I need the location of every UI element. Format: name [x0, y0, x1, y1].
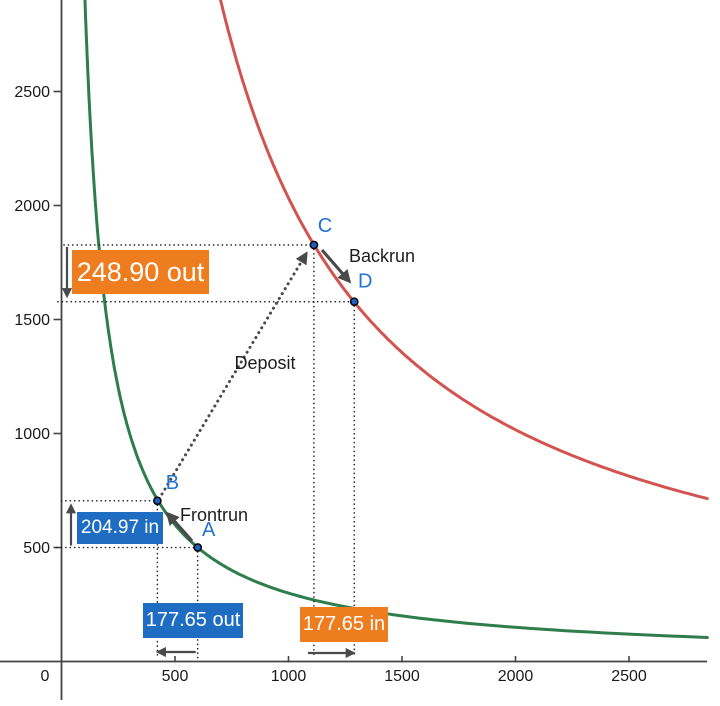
- x-tick-label: 1000: [271, 668, 307, 685]
- y-tick-label: 500: [23, 540, 50, 557]
- y-tick-label: 2000: [14, 198, 50, 215]
- x-tick-label: 1500: [384, 668, 420, 685]
- y-tick-label: 1000: [14, 426, 50, 443]
- point-A: [193, 543, 203, 552]
- backrun-arrow: [320, 248, 352, 284]
- point-label-A: A: [202, 519, 216, 541]
- x-tick-label: 500: [162, 668, 189, 685]
- deposit-label: Deposit: [234, 353, 296, 373]
- point-label-B: B: [166, 472, 179, 494]
- value-box-backrun-out: 248.90 out: [72, 250, 209, 294]
- x-tick-label: 0: [41, 668, 50, 685]
- point-label-C: C: [318, 215, 332, 237]
- x-tick-label: 2000: [498, 668, 534, 685]
- curve-before-deposit: [83, 0, 709, 639]
- deposit-arrow: [160, 251, 308, 496]
- curve-after-deposit: [219, 0, 709, 501]
- value-box-frontrun-in: 204.97 in: [77, 512, 163, 544]
- backrun-label: Backrun: [348, 246, 416, 266]
- x-tick-label: 2500: [611, 668, 647, 685]
- frontrun-arrow: [165, 511, 194, 543]
- point-label-D: D: [358, 271, 372, 293]
- point-C: [309, 240, 319, 250]
- frontrun-label: Frontrun: [179, 505, 249, 525]
- point-B: [153, 496, 162, 506]
- point-D: [349, 297, 359, 307]
- y-tick-label: 2500: [14, 84, 50, 101]
- value-box-backrun-in: 177.65 in: [300, 607, 388, 642]
- y-tick-label: 1500: [14, 312, 50, 329]
- value-box-frontrun-out: 177.65 out: [143, 603, 243, 638]
